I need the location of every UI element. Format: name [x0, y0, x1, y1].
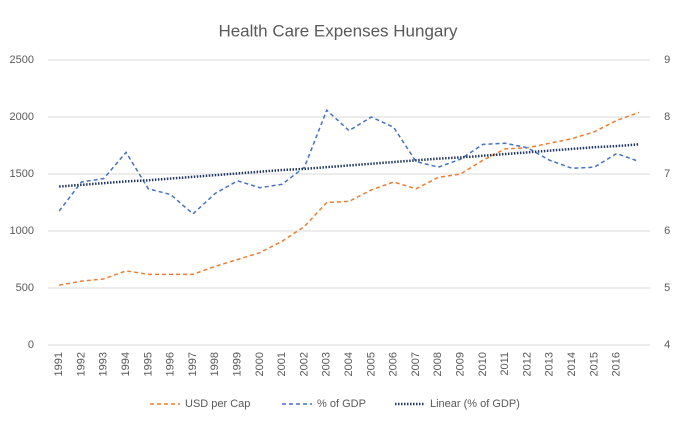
- x-tick-label: 1997: [187, 352, 199, 376]
- x-tick-label: 2001: [276, 352, 288, 376]
- x-tick-label: 1995: [142, 352, 154, 376]
- x-tick-label: 2009: [454, 352, 466, 376]
- x-tick-label: 2010: [477, 352, 489, 376]
- x-tick-label: 2011: [499, 352, 511, 376]
- y2-tick-label: 7: [664, 168, 670, 180]
- x-tick-label: 1996: [165, 352, 177, 376]
- x-tick-label: 1998: [209, 352, 221, 376]
- x-tick-label: 2006: [388, 352, 400, 376]
- x-tick-label: 2002: [298, 352, 310, 376]
- x-tick-label: 2013: [544, 352, 556, 376]
- y2-tick-label: 8: [664, 111, 670, 123]
- x-tick-label: 2003: [321, 352, 333, 376]
- x-tick-label: 2014: [566, 352, 578, 376]
- y-tick-label: 2000: [10, 111, 34, 123]
- series-line: [59, 143, 640, 188]
- chart-title: Health Care Expenses Hungary: [218, 21, 458, 40]
- y-tick-label: 500: [16, 282, 34, 294]
- y-tick-label: 2500: [10, 54, 34, 66]
- x-tick-label: 2008: [432, 352, 444, 376]
- x-tick-label: 2016: [611, 352, 623, 376]
- x-tick-label: 2007: [410, 352, 422, 376]
- y-tick-label: 1500: [10, 168, 34, 180]
- x-tick-label: 1992: [75, 352, 87, 376]
- x-tick-label: 2004: [343, 352, 355, 376]
- x-tick-label: 1994: [120, 352, 132, 376]
- x-tick-label: 1993: [98, 352, 110, 376]
- y2-tick-label: 6: [664, 225, 670, 237]
- legend-label: % of GDP: [317, 398, 366, 410]
- x-tick-label: 2012: [521, 352, 533, 376]
- legend-label: USD per Cap: [185, 398, 250, 410]
- y2-tick-label: 5: [664, 282, 670, 294]
- x-tick-label: 2000: [254, 352, 266, 376]
- series-line: [59, 111, 640, 286]
- x-tick-label: 1999: [231, 352, 243, 376]
- x-tick-label: 1991: [53, 352, 65, 376]
- x-tick-label: 2005: [365, 352, 377, 376]
- y2-tick-label: 4: [664, 339, 670, 351]
- y-tick-label: 1000: [10, 225, 34, 237]
- x-tick-label: 2015: [588, 352, 600, 376]
- legend-label: Linear (% of GDP): [430, 398, 520, 410]
- y-tick-label: 0: [28, 339, 34, 351]
- y2-tick-label: 9: [664, 54, 670, 66]
- series-line: [58, 108, 640, 215]
